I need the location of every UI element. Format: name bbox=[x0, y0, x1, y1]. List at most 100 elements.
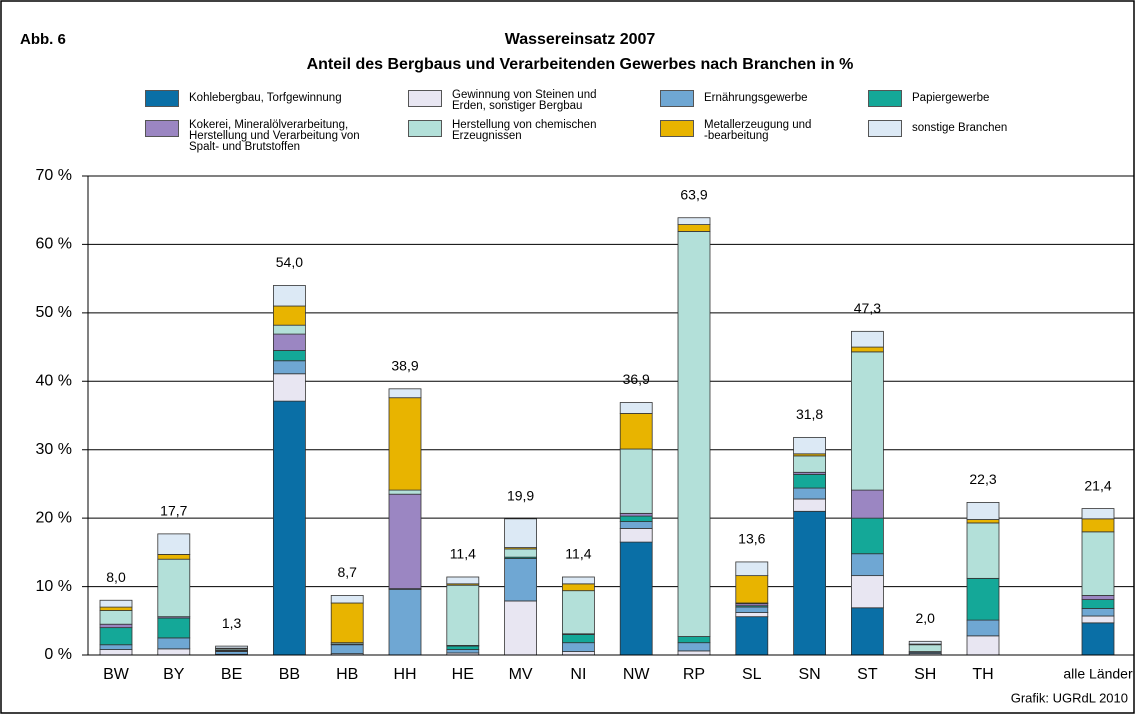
bar-segment bbox=[851, 351, 884, 491]
bar-segment bbox=[272, 305, 306, 326]
bar-segment bbox=[272, 360, 306, 375]
legend-item: Kohlebergbau, Torfgewinnung bbox=[145, 90, 342, 107]
bar-segment bbox=[735, 616, 769, 656]
bar-segment bbox=[966, 519, 1000, 524]
bar-segment bbox=[272, 285, 306, 307]
bar-segment bbox=[677, 217, 711, 225]
y-tick-label: 70 % bbox=[36, 167, 72, 184]
bar-segment bbox=[272, 373, 306, 402]
x-tick-label: NW bbox=[623, 666, 651, 683]
bar-segment bbox=[388, 489, 422, 495]
bar-segment bbox=[677, 642, 711, 652]
bar-segment bbox=[562, 583, 595, 592]
legend-swatch bbox=[145, 90, 179, 107]
x-tick-label: NI bbox=[570, 666, 586, 683]
bar-segment bbox=[272, 400, 306, 656]
x-tick-label: SL bbox=[742, 666, 762, 683]
x-tick-label: HB bbox=[336, 666, 358, 683]
total-label: 8,7 bbox=[337, 564, 357, 580]
bar-segment bbox=[793, 487, 826, 500]
bar-segment bbox=[851, 607, 884, 656]
total-label: 31,8 bbox=[796, 406, 823, 422]
bar-segment bbox=[908, 644, 942, 652]
y-tick-label: 40 % bbox=[36, 373, 72, 390]
bar-segment bbox=[388, 388, 422, 399]
total-label: 17,7 bbox=[160, 503, 187, 519]
bar-segment bbox=[388, 588, 422, 656]
legend-item: Papiergewerbe bbox=[868, 90, 989, 107]
legend-label: Gewinnung von Steinen und Erden, sonstig… bbox=[452, 89, 597, 112]
bar-segment bbox=[99, 623, 133, 629]
x-tick-label: HE bbox=[452, 666, 474, 683]
bar-segment bbox=[793, 436, 826, 455]
bar-segment bbox=[735, 561, 769, 577]
bar-segment bbox=[851, 517, 884, 555]
bar-segment bbox=[619, 541, 653, 656]
bar-segment bbox=[793, 473, 826, 489]
bar-segment bbox=[851, 553, 884, 577]
total-label: 11,4 bbox=[450, 546, 476, 562]
legend-label: sonstige Branchen bbox=[912, 122, 1008, 134]
bar-segment bbox=[677, 231, 711, 637]
bar-segment bbox=[793, 510, 826, 656]
x-tick-label: alle Länder bbox=[1063, 666, 1133, 682]
bar-segment bbox=[330, 602, 364, 644]
bar-segment bbox=[966, 577, 1000, 621]
total-label: 13,6 bbox=[738, 531, 765, 547]
bar-segment bbox=[562, 634, 595, 644]
bar-segment bbox=[330, 595, 364, 604]
bar-segment bbox=[272, 350, 306, 362]
bar-segment bbox=[446, 576, 480, 585]
y-tick-label: 60 % bbox=[36, 236, 72, 253]
bar-segment bbox=[1081, 518, 1115, 533]
bar-segment bbox=[446, 649, 480, 654]
legend-item: sonstige Branchen bbox=[868, 120, 1007, 137]
x-tick-label: ST bbox=[857, 666, 878, 683]
legend-swatch bbox=[408, 90, 442, 107]
bar-segment bbox=[908, 640, 942, 645]
bar-segment bbox=[966, 619, 1000, 637]
bar-segment bbox=[793, 498, 826, 512]
x-tick-label: RP bbox=[683, 666, 705, 683]
x-tick-label: HH bbox=[393, 666, 416, 683]
bar-segment bbox=[619, 512, 653, 517]
bar-segment bbox=[562, 590, 595, 635]
x-tick-label: BE bbox=[221, 666, 242, 683]
bar-segment bbox=[157, 533, 191, 555]
bar-segment bbox=[735, 606, 769, 613]
total-label: 1,3 bbox=[222, 615, 242, 631]
bar-segment bbox=[851, 489, 884, 519]
legend-item: Metallerzeugung und -bearbeitung bbox=[660, 119, 812, 142]
x-tick-label: SH bbox=[914, 666, 936, 683]
legend-swatch bbox=[660, 90, 694, 107]
bar-segment bbox=[619, 413, 653, 450]
legend-label: Metallerzeugung und -bearbeitung bbox=[704, 119, 812, 142]
x-tick-label: BW bbox=[103, 666, 130, 683]
bar-segment bbox=[851, 575, 884, 609]
bar-segment bbox=[99, 606, 133, 611]
bar-segment bbox=[272, 324, 306, 335]
bar-segment bbox=[99, 599, 133, 608]
total-label: 11,4 bbox=[565, 546, 591, 562]
legend-swatch bbox=[660, 120, 694, 137]
bar-segment bbox=[99, 610, 133, 625]
legend-label: Kohlebergbau, Torfgewinnung bbox=[189, 92, 342, 104]
legend-swatch bbox=[408, 120, 442, 137]
bar-segment bbox=[215, 645, 249, 649]
legend-swatch bbox=[868, 120, 902, 137]
bar-segment bbox=[851, 346, 884, 353]
legend-item: Kokerei, Mineralölverarbeitung, Herstell… bbox=[145, 119, 360, 153]
bar-segment bbox=[1081, 531, 1115, 596]
bar-segment bbox=[966, 635, 1000, 656]
bar-segment bbox=[388, 493, 422, 590]
source: Grafik: UGRdL 2010 bbox=[1011, 690, 1128, 705]
bar-segment bbox=[966, 522, 1000, 579]
bar-segment bbox=[677, 636, 711, 644]
bar-segment bbox=[99, 644, 133, 650]
legend-label: Papiergewerbe bbox=[912, 92, 990, 104]
bar-segment bbox=[504, 548, 538, 558]
y-tick-label: 30 % bbox=[36, 441, 72, 458]
bar-segment bbox=[504, 600, 538, 656]
